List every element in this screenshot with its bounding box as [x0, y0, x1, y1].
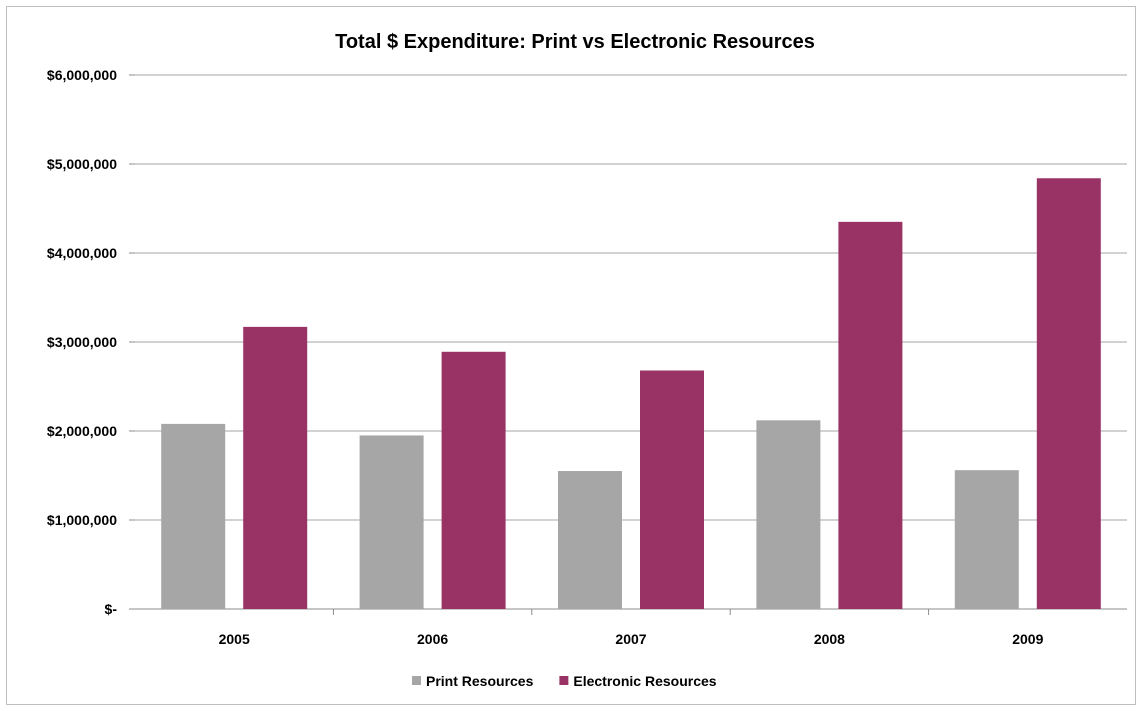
x-tick-label: 2009: [1012, 631, 1043, 647]
x-tick-label: 2005: [219, 631, 250, 647]
bar-print-resources-2007: [558, 471, 622, 609]
y-axis: $- $1,000,000 $2,000,000 $3,000,000 $4,000,0…: [47, 67, 135, 617]
y-tick-label: $4,000,000: [47, 245, 117, 261]
bar-print-resources-2009: [954, 470, 1019, 609]
bar-electronic-resources-2009: [1036, 178, 1101, 610]
bar-print-resources-2008: [756, 420, 821, 609]
y-tick-label: $3,000,000: [47, 334, 117, 350]
y-tick-label: $5,000,000: [47, 156, 117, 172]
x-tick-label: 2006: [417, 631, 448, 647]
x-axis: 2005 2006 2007 2008 2009: [219, 609, 1044, 647]
legend: Print Resources Electronic Resources: [412, 673, 717, 689]
bar-print-resources-2005: [161, 423, 226, 609]
bar-print-resources-2006: [359, 435, 424, 609]
legend-label-electronic-resources: Electronic Resources: [573, 673, 716, 689]
chart-title: Total $ Expenditure: Print vs Electronic…: [335, 31, 815, 53]
legend-label-print-resources: Print Resources: [426, 673, 534, 689]
y-tick-label: $2,000,000: [47, 423, 117, 439]
y-tick-label: $-: [105, 601, 118, 617]
legend-swatch-electronic-resources: [559, 676, 569, 685]
bar-electronic-resources-2006: [441, 351, 506, 609]
x-tick-label: 2008: [814, 631, 845, 647]
y-tick-label: $6,000,000: [47, 67, 117, 83]
legend-swatch-print-resources: [412, 676, 421, 685]
bars: [161, 178, 1101, 610]
bar-electronic-resources-2008: [838, 221, 903, 609]
bar-electronic-resources-2007: [640, 370, 704, 609]
x-tick-label: 2007: [615, 631, 646, 647]
bar-electronic-resources-2005: [243, 326, 308, 609]
y-tick-label: $1,000,000: [47, 512, 117, 528]
